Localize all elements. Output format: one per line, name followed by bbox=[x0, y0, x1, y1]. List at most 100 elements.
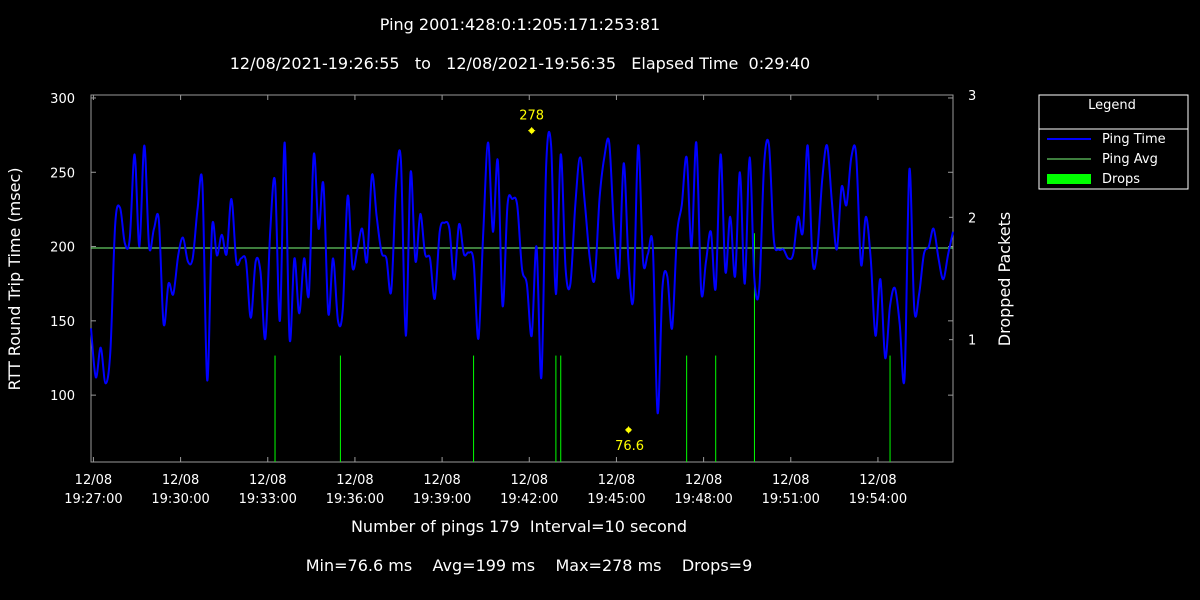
ping-point bbox=[453, 278, 455, 280]
ping-point bbox=[415, 260, 417, 262]
x-tick-time: 19:51:00 bbox=[762, 492, 820, 507]
ping-point bbox=[497, 159, 499, 161]
ping-point bbox=[371, 174, 373, 176]
x-tick-time: 19:36:00 bbox=[326, 492, 384, 507]
legend: Legend Ping Time Ping Avg Drops bbox=[1038, 94, 1189, 190]
y-axis-label: RTT Round Trip Time (msec) bbox=[5, 168, 24, 391]
ping-point bbox=[95, 376, 97, 378]
ping-point bbox=[710, 231, 712, 233]
ping-point bbox=[129, 238, 131, 240]
ping-point bbox=[235, 260, 237, 262]
y2-tick-label: 1 bbox=[968, 334, 976, 349]
ping-point bbox=[448, 228, 450, 230]
ping-point bbox=[952, 231, 954, 233]
ping-point bbox=[109, 350, 111, 352]
legend-title: Legend bbox=[1088, 98, 1136, 113]
ping-point bbox=[356, 249, 358, 251]
ping-point bbox=[720, 153, 722, 155]
ping-point bbox=[119, 207, 121, 209]
ping-point bbox=[274, 180, 276, 182]
ping-point bbox=[114, 223, 116, 225]
ping-point bbox=[347, 195, 349, 197]
y-axis-ticks: 100 150 200 250 300 bbox=[50, 92, 953, 404]
ping-point bbox=[264, 338, 266, 340]
ping-point bbox=[516, 204, 518, 206]
legend-swatch-drops bbox=[1047, 174, 1091, 184]
ping-point bbox=[197, 208, 199, 210]
ping-point bbox=[206, 379, 208, 381]
y2-tick-label: 2 bbox=[968, 211, 976, 226]
legend-label-ping-avg: Ping Avg bbox=[1102, 152, 1158, 167]
ping-point bbox=[313, 153, 315, 155]
ping-point bbox=[657, 412, 659, 414]
y-tick-label: 100 bbox=[50, 389, 75, 404]
ping-point bbox=[269, 231, 271, 233]
ping-point bbox=[778, 249, 780, 251]
ping-point bbox=[230, 198, 232, 200]
ping-point bbox=[739, 171, 741, 173]
ping-point bbox=[211, 226, 213, 228]
ping-point bbox=[168, 283, 170, 285]
ping-point bbox=[134, 153, 136, 155]
ping-point bbox=[647, 253, 649, 255]
ping-point bbox=[105, 382, 107, 384]
max-label: 278 bbox=[519, 109, 544, 124]
x-tick-date: 12/08 bbox=[685, 473, 722, 488]
ping-point bbox=[410, 171, 412, 173]
ping-point bbox=[260, 271, 262, 273]
ping-point bbox=[938, 257, 940, 259]
x-tick-date: 12/08 bbox=[336, 473, 373, 488]
ping-point bbox=[90, 327, 92, 329]
ping-point bbox=[850, 156, 852, 158]
ping-point bbox=[628, 260, 630, 262]
ping-point bbox=[671, 327, 673, 329]
ping-point bbox=[327, 312, 329, 314]
x-tick-time: 19:30:00 bbox=[151, 492, 209, 507]
ping-point bbox=[603, 156, 605, 158]
ping-point bbox=[463, 253, 465, 255]
ping-point bbox=[545, 164, 547, 166]
ping-point bbox=[226, 253, 228, 255]
ping-point bbox=[405, 335, 407, 337]
x-tick-date: 12/08 bbox=[598, 473, 635, 488]
x-tick-date: 12/08 bbox=[162, 473, 199, 488]
ping-point bbox=[860, 263, 862, 265]
ping-point bbox=[908, 168, 910, 170]
ping-point bbox=[676, 234, 678, 236]
ping-point bbox=[899, 323, 901, 325]
ping-point bbox=[904, 376, 906, 378]
ping-point bbox=[419, 213, 421, 215]
ping-point bbox=[477, 338, 479, 340]
stats-summary: Min=76.6 ms Avg=199 ms Max=278 ms Drops=… bbox=[305, 556, 753, 575]
ping-point bbox=[507, 204, 509, 206]
ping-point bbox=[255, 260, 257, 262]
ping-point bbox=[216, 255, 218, 257]
ping-point bbox=[686, 156, 688, 158]
ping-point bbox=[599, 198, 601, 200]
ping-point bbox=[715, 287, 717, 289]
ping-point bbox=[182, 237, 184, 239]
ping-point bbox=[729, 216, 731, 218]
ping-point bbox=[555, 293, 557, 295]
ping-point bbox=[918, 293, 920, 295]
ping-point bbox=[221, 234, 223, 236]
ping-point bbox=[870, 257, 872, 259]
ping-point bbox=[666, 275, 668, 277]
ping-point bbox=[100, 347, 102, 349]
ping-point bbox=[492, 231, 494, 233]
x-tick-date: 12/08 bbox=[859, 473, 896, 488]
y-tick-label: 300 bbox=[50, 92, 75, 107]
legend-label-ping-time: Ping Time bbox=[1102, 132, 1166, 147]
ping-point bbox=[807, 145, 809, 147]
ping-point bbox=[444, 222, 446, 224]
ping-point bbox=[138, 246, 140, 248]
ping-point bbox=[802, 231, 804, 233]
ping-point bbox=[303, 257, 305, 259]
y2-axis-label: Dropped Packets bbox=[995, 212, 1014, 346]
ping-point bbox=[163, 323, 165, 325]
ping-point bbox=[608, 142, 610, 144]
ping-point bbox=[201, 183, 203, 185]
ping-point bbox=[821, 179, 823, 181]
y-tick-label: 150 bbox=[50, 315, 75, 330]
ping-point bbox=[250, 317, 252, 319]
